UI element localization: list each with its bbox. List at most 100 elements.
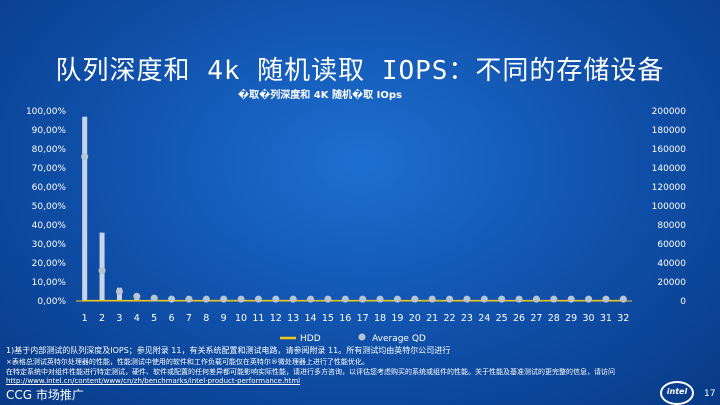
average-qd-point: [254, 295, 262, 303]
right-tick-label: 100000: [652, 202, 687, 212]
x-tick-label: 21: [426, 313, 438, 324]
right-tick-label: 60000: [657, 240, 686, 250]
x-tick-label: 2: [99, 313, 105, 324]
average-qd-point: [324, 295, 332, 303]
left-tick-label: 60,00%: [32, 183, 67, 193]
x-tick-label: 5: [151, 313, 157, 324]
x-tick-label: 17: [357, 313, 369, 324]
x-tick-label: 29: [565, 313, 577, 324]
legend-hdd-label: HDD: [300, 334, 321, 344]
legend-average-qd-swatch: [358, 333, 366, 341]
intel-logo: intel: [660, 381, 694, 405]
x-tick-label: 4: [134, 313, 140, 324]
left-tick-label: 10,00%: [32, 278, 67, 288]
x-tick-label: 25: [496, 313, 508, 324]
average-qd-point: [272, 295, 280, 303]
average-qd-point: [359, 295, 367, 303]
right-axis: 0 20000 40000 60000 80000 100000 120000 140000 1…: [652, 107, 687, 307]
average-qd-series: [81, 153, 627, 303]
average-qd-point: [411, 295, 419, 303]
x-tick-label: 18: [374, 313, 386, 324]
right-tick-label: 140000: [652, 164, 687, 174]
average-qd-point: [307, 295, 315, 303]
average-qd-point: [289, 295, 297, 303]
average-qd-point: [185, 295, 193, 303]
average-qd-point: [115, 288, 123, 295]
x-tick-label: 12: [270, 313, 282, 324]
right-tick-label: 200000: [652, 107, 687, 117]
average-qd-point: [532, 295, 540, 303]
average-qd-point: [81, 153, 89, 161]
x-tick-label: 26: [513, 313, 525, 324]
x-tick-label: 22: [444, 313, 456, 324]
x-tick-label: 30: [583, 313, 595, 324]
x-tick-label: 7: [186, 313, 192, 324]
average-qd-point: [428, 295, 436, 303]
x-tick-label: 16: [339, 313, 351, 324]
left-tick-label: 90,00%: [32, 126, 67, 136]
footnote-2: ×表格总测试英特尔处理器的性能，性能测试中使用的软件和工作负载可能仅在英特尔®微…: [6, 358, 369, 366]
x-tick-label: 19: [391, 313, 403, 324]
left-axis: 0,00% 10,00% 20,00% 30,00% 40,00% 50,00% 60,00…: [26, 107, 66, 307]
average-qd-point: [585, 295, 593, 303]
x-tick-label: 23: [461, 313, 473, 324]
bar-series: [82, 116, 626, 301]
footnote-3: 在特定系统中对组件性能进行特定测试，硬件、软件或配置的任何差异都可能影响实际性能…: [6, 368, 615, 376]
average-qd-point: [393, 295, 401, 303]
left-tick-label: 70,00%: [32, 164, 67, 174]
average-qd-point: [133, 292, 141, 300]
average-qd-point: [567, 295, 575, 303]
left-tick-label: 0,00%: [37, 297, 66, 307]
benchmark-link[interactable]: http://www.intel.cn/content/www/cn/zh/be…: [6, 377, 301, 385]
average-qd-point: [237, 295, 245, 303]
average-qd-point: [150, 294, 158, 302]
average-qd-point: [515, 295, 523, 303]
right-tick-label: 180000: [652, 126, 687, 136]
x-tick-label: 31: [600, 313, 612, 324]
left-tick-label: 20,00%: [32, 259, 67, 269]
x-tick-label: 15: [322, 313, 334, 324]
left-tick-label: 50,00%: [32, 202, 67, 212]
x-tick-label: 14: [305, 313, 317, 324]
x-tick-label: 1: [82, 313, 88, 324]
x-tick-label: 24: [478, 313, 490, 324]
chart-legend: HDD Average QD: [280, 333, 426, 344]
right-tick-label: 0: [680, 297, 686, 307]
average-qd-point: [619, 295, 627, 303]
left-tick-label: 40,00%: [32, 221, 67, 231]
legend-average-qd-label: Average QD: [372, 334, 426, 344]
average-qd-point: [480, 295, 488, 303]
right-tick-label: 20000: [657, 278, 686, 288]
x-tick-label: 20: [409, 313, 421, 324]
x-tick-label: 13: [287, 313, 299, 324]
x-tick-label: 28: [548, 313, 560, 324]
right-tick-label: 120000: [652, 183, 687, 193]
left-tick-label: 30,00%: [32, 240, 67, 250]
x-tick-label: 6: [169, 313, 175, 324]
x-tick-label: 27: [530, 313, 542, 324]
average-qd-point: [341, 295, 349, 303]
x-tick-label: 11: [252, 313, 264, 324]
x-axis: 1 2 3 4 5 6 7 8 9 10 11 12 13 14 15 16 17 18 19 20 21 22 23 24 2…: [82, 313, 630, 324]
average-qd-point: [463, 295, 471, 303]
average-qd-point: [168, 295, 176, 303]
bar: [82, 116, 88, 301]
right-tick-label: 160000: [652, 145, 687, 155]
average-qd-point: [602, 295, 610, 303]
average-qd-point: [498, 295, 506, 303]
right-tick-label: 40000: [657, 259, 686, 269]
x-tick-label: 8: [203, 313, 209, 324]
x-tick-label: 9: [221, 313, 227, 324]
bar: [99, 232, 105, 301]
average-qd-point: [98, 267, 106, 275]
footnote-1: 1)基于内部测试的队列深度及IOPS；参见附录 11，有关系统配置和测试电路，请…: [6, 346, 451, 355]
brand-label: CCG 市场推广: [6, 388, 84, 402]
average-qd-point: [220, 295, 228, 303]
left-tick-label: 80,00%: [32, 145, 67, 155]
average-qd-point: [376, 295, 384, 303]
chart-title: �取�列深度和 4K 随机�取 IOps: [238, 88, 402, 101]
average-qd-point: [550, 295, 558, 303]
x-tick-label: 32: [617, 313, 629, 324]
average-qd-point: [446, 295, 454, 303]
